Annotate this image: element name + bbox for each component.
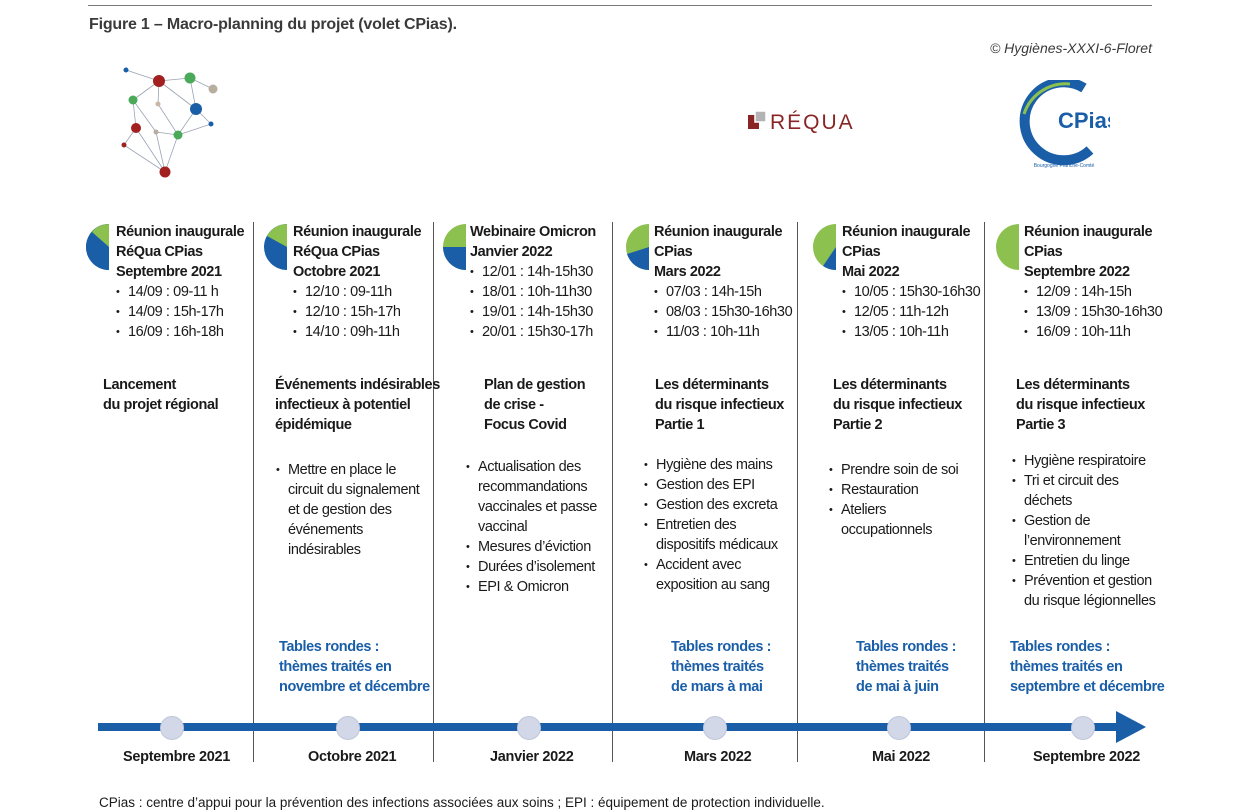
meeting-heading: Réunion inaugurale RéQua CPias Septembre 2…	[116, 224, 245, 280]
topic-list: Mettre en place le circuit du signalemen…	[276, 460, 420, 560]
round-tables-note: Tables rondes : thèmes traités de mars à m…	[671, 639, 772, 695]
progress-pie-icon	[626, 224, 649, 270]
meeting-heading: Réunion inaugurale CPias Septembre 2022	[1024, 224, 1153, 280]
timeline-dot	[703, 716, 727, 740]
round-tables-note: Tables rondes : thèmes traités en novembre…	[279, 639, 430, 695]
date-list: 14/09 : 09-11 h14/09 : 15h-17h16/09 : 16…	[116, 282, 224, 342]
figure-title: Figure 1 – Macro-planning du projet (vol…	[89, 16, 457, 33]
round-tables-note: Tables rondes : thèmes traités de mai à ju…	[856, 639, 957, 695]
topic-list: Hygiène des mains Gestion des EPI Gestio…	[644, 455, 778, 595]
timeline-arrow-icon	[1116, 711, 1146, 743]
theme-title: Les déterminants du risque infectieux Part…	[1016, 377, 1145, 433]
credit-line: © Hygiènes-XXXI-6-Floret	[989, 40, 1152, 56]
network-graphic	[121, 67, 218, 178]
column-separator	[984, 222, 985, 762]
progress-pie-icon	[996, 224, 1019, 270]
theme-title: Les déterminants du risque infectieux Part…	[655, 377, 784, 433]
requa-logo: RÉQUA	[748, 110, 855, 134]
date-list: 07/03 : 14h-15h08/03 : 15h30-16h3011/03 …	[654, 282, 793, 342]
theme-title: Événements indésirables infectieux à pote…	[275, 377, 440, 433]
date-list: 12/01 : 14h-15h3018/01 : 10h-11h3019/01 …	[470, 262, 593, 342]
svg-text:CPias: CPias	[1058, 108, 1110, 133]
date-list: 10/05 : 15h30-16h3012/05 : 11h-12h13/05 …	[842, 282, 981, 342]
timeline-dot	[517, 716, 541, 740]
column-separator	[797, 222, 798, 762]
progress-pie-icon	[813, 224, 836, 270]
svg-text:RÉQUA: RÉQUA	[770, 111, 855, 134]
progress-pie-icon	[264, 224, 287, 270]
column-separator	[433, 222, 434, 762]
topic-list: Actualisation des recommandations vaccin…	[466, 457, 597, 597]
timeline-dot	[887, 716, 911, 740]
meeting-heading: Réunion inaugurale RéQua CPias Octobre 202…	[293, 224, 422, 280]
month-label: Janvier 2022	[490, 749, 574, 765]
timeline-dot	[336, 716, 360, 740]
timeline-dot	[160, 716, 184, 740]
date-list: 12/09 : 14h-15h13/09 : 15h30-16h3016/09 …	[1024, 282, 1163, 342]
svg-text:Bourgogne Franche-Comté: Bourgogne Franche-Comté	[1034, 163, 1095, 169]
cpias-logo: CPias Bourgogne Franche-Comté	[1019, 80, 1110, 169]
progress-pie-icon	[86, 224, 109, 270]
timeline-dot	[1071, 716, 1095, 740]
topic-list: Prendre soin de soi Restauration Atelier…	[829, 460, 959, 540]
month-label: Septembre 2021	[123, 749, 231, 765]
topic-list: Hygiène respiratoire Tri et circuit des …	[1012, 451, 1156, 611]
top-rule	[88, 5, 1152, 6]
column-separator	[612, 222, 613, 762]
month-label: Mars 2022	[684, 749, 752, 765]
month-label: Septembre 2022	[1033, 749, 1141, 765]
progress-pie-icon	[443, 224, 466, 270]
meeting-heading: Webinaire Omicron Janvier 2022	[470, 224, 596, 260]
meeting-heading: Réunion inaugurale CPias Mai 2022	[842, 224, 971, 280]
column-separator	[253, 222, 254, 762]
date-list: 12/10 : 09-11h12/10 : 15h-17h14/10 : 09h…	[293, 282, 401, 342]
theme-title: Les déterminants du risque infectieux Part…	[833, 377, 962, 433]
month-label: Mai 2022	[872, 749, 931, 765]
theme-title: Lancement du projet régional	[103, 377, 219, 413]
theme-title: Plan de gestion de crise - Focus Covid	[484, 377, 586, 433]
timeline-axis	[98, 723, 1120, 731]
meeting-heading: Réunion inaugurale CPias Mars 2022	[654, 224, 783, 280]
month-label: Octobre 2021	[308, 749, 397, 765]
round-tables-note: Tables rondes : thèmes traités en septembr…	[1010, 639, 1165, 695]
footnote: CPias : centre d’appui pour la préventio…	[99, 795, 825, 810]
